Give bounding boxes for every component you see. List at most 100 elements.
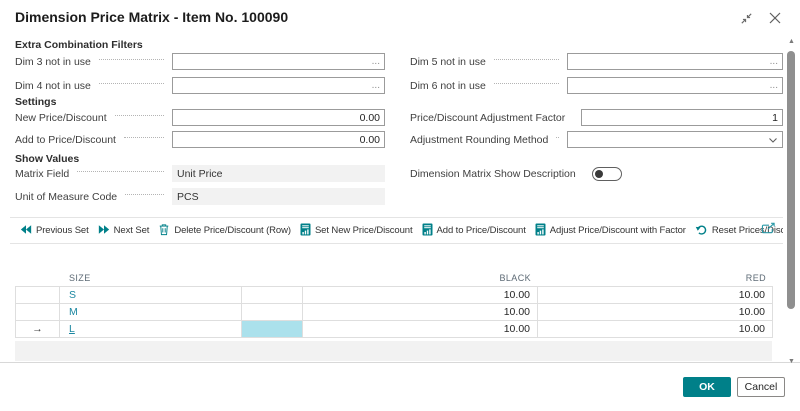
size-cell: M (59, 303, 242, 321)
rounding-select[interactable] (567, 131, 783, 148)
dim4-label: Dim 4 not in use (15, 79, 91, 92)
red-value-cell[interactable]: 10.00 (537, 303, 773, 321)
dotted-leader (114, 115, 164, 116)
scroll-up-icon[interactable]: ▲ (788, 37, 795, 45)
size-link[interactable]: M (69, 306, 78, 318)
scrollbar-thumb[interactable] (787, 51, 795, 309)
column-header-size[interactable]: SIZE (69, 273, 91, 283)
black-value-cell[interactable]: 10.00 (302, 286, 538, 304)
dotted-leader (123, 137, 164, 138)
row-selector-cell (15, 286, 60, 304)
show-description-toggle[interactable] (591, 166, 622, 181)
matrix-field-value-box: Unit Price (172, 165, 385, 182)
set-new-price-button[interactable]: Set New Price/Discount (300, 223, 413, 239)
matrix-field-label: Matrix Field (15, 167, 70, 180)
matrix-field-value: Unit Price (177, 167, 223, 180)
assist-edit-icon[interactable]: ... (371, 80, 380, 91)
dotted-leader (98, 83, 164, 84)
section-extra-combination-filters: Extra Combination Filters (15, 39, 143, 51)
size-cell: L (59, 320, 242, 338)
field-row-add-price: Add to Price/Discount (15, 131, 385, 148)
dotted-leader (98, 59, 164, 60)
cancel-button[interactable]: Cancel (737, 377, 785, 397)
add-to-price-button[interactable]: Add to Price/Discount (422, 223, 526, 239)
assist-edit-icon[interactable]: ... (371, 56, 380, 67)
collapse-window-button[interactable] (737, 12, 755, 30)
report-icon (300, 223, 311, 239)
field-row-matrix-field: Matrix Field Unit Price (15, 165, 385, 182)
dotted-leader (493, 59, 559, 60)
matrix-toolbar: Previous Set Next Set Delete Price/Disco… (10, 217, 783, 244)
dotted-leader (125, 194, 164, 195)
size-link[interactable]: S (69, 289, 77, 301)
adj-factor-input[interactable] (586, 110, 778, 125)
size-link[interactable]: L (69, 323, 75, 335)
red-value-cell[interactable]: 10.00 (537, 286, 773, 304)
table-row: S 10.00 10.00 (15, 286, 773, 304)
row-selector-cell (15, 303, 60, 321)
next-set-icon (98, 224, 110, 238)
close-button[interactable] (766, 11, 784, 29)
adjust-price-factor-button[interactable]: Adjust Price/Discount with Factor (535, 223, 686, 239)
spacer-cell[interactable] (241, 286, 303, 304)
adj-factor-fieldbox (581, 109, 783, 126)
field-row-dim6: Dim 6 not in use ... (410, 77, 783, 94)
red-value-cell[interactable]: 10.00 (537, 320, 773, 338)
active-row-arrow-icon: → (32, 323, 43, 335)
uom-value-box: PCS (172, 188, 385, 205)
focused-cell[interactable] (241, 320, 303, 338)
price-matrix-table: S 10.00 10.00 M 10.00 10.00 → L 10.00 10… (15, 286, 773, 338)
field-row-dim4: Dim 4 not in use ... (15, 77, 385, 94)
dim4-fieldbox: ... (172, 77, 385, 94)
black-value-cell[interactable]: 10.00 (302, 303, 538, 321)
black-value-cell[interactable]: 10.00 (302, 320, 538, 338)
column-header-black[interactable]: BLACK (499, 273, 531, 283)
ok-button[interactable]: OK (683, 377, 731, 397)
next-set-button[interactable]: Next Set (98, 224, 149, 238)
row-selector-cell: → (15, 320, 60, 338)
rounding-label: Adjustment Rounding Method (410, 133, 549, 146)
new-price-fieldbox (172, 109, 385, 126)
add-price-fieldbox (172, 131, 385, 148)
grid-empty-area (15, 341, 772, 361)
dim5-input[interactable] (572, 54, 767, 69)
section-show-values: Show Values (15, 153, 80, 165)
scroll-down-icon[interactable]: ▼ (788, 357, 795, 365)
field-row-rounding: Adjustment Rounding Method (410, 131, 783, 148)
chevron-down-icon[interactable] (768, 136, 778, 144)
field-row-show-description: Dimension Matrix Show Description (410, 165, 783, 182)
close-icon (768, 11, 782, 29)
assist-edit-icon[interactable]: ... (769, 80, 778, 91)
dotted-leader (556, 137, 559, 138)
field-row-uom: Unit of Measure Code PCS (15, 188, 385, 205)
reset-prices-button[interactable]: Reset Prices/Discounts (695, 223, 783, 239)
dim3-label: Dim 3 not in use (15, 55, 91, 68)
section-settings: Settings (15, 96, 57, 108)
add-price-input[interactable] (177, 132, 380, 147)
delete-price-row-button[interactable]: Delete Price/Discount (Row) (158, 223, 291, 239)
rounding-input[interactable] (572, 132, 765, 147)
dotted-leader (493, 83, 559, 84)
dim5-fieldbox: ... (567, 53, 783, 70)
dotted-leader (77, 171, 164, 172)
new-price-input[interactable] (177, 110, 380, 125)
adj-factor-label: Price/Discount Adjustment Factor (410, 111, 566, 124)
field-row-adj-factor: Price/Discount Adjustment Factor (410, 109, 783, 126)
field-row-dim3: Dim 3 not in use ... (15, 53, 385, 70)
trash-icon (158, 223, 170, 239)
table-row: M 10.00 10.00 (15, 303, 773, 321)
assist-edit-icon[interactable]: ... (769, 56, 778, 67)
dim6-input[interactable] (572, 78, 767, 93)
share-button[interactable] (761, 221, 776, 240)
uom-value: PCS (177, 190, 199, 203)
undo-icon (695, 223, 708, 239)
toggle-knob (594, 169, 603, 178)
dim3-input[interactable] (177, 54, 369, 69)
spacer-cell[interactable] (241, 303, 303, 321)
dim4-input[interactable] (177, 78, 369, 93)
new-price-label: New Price/Discount (15, 111, 107, 124)
previous-set-button[interactable]: Previous Set (20, 224, 89, 238)
column-header-red[interactable]: RED (745, 273, 766, 283)
previous-set-icon (20, 224, 32, 238)
page-title: Dimension Price Matrix - Item No. 100090 (15, 9, 289, 25)
